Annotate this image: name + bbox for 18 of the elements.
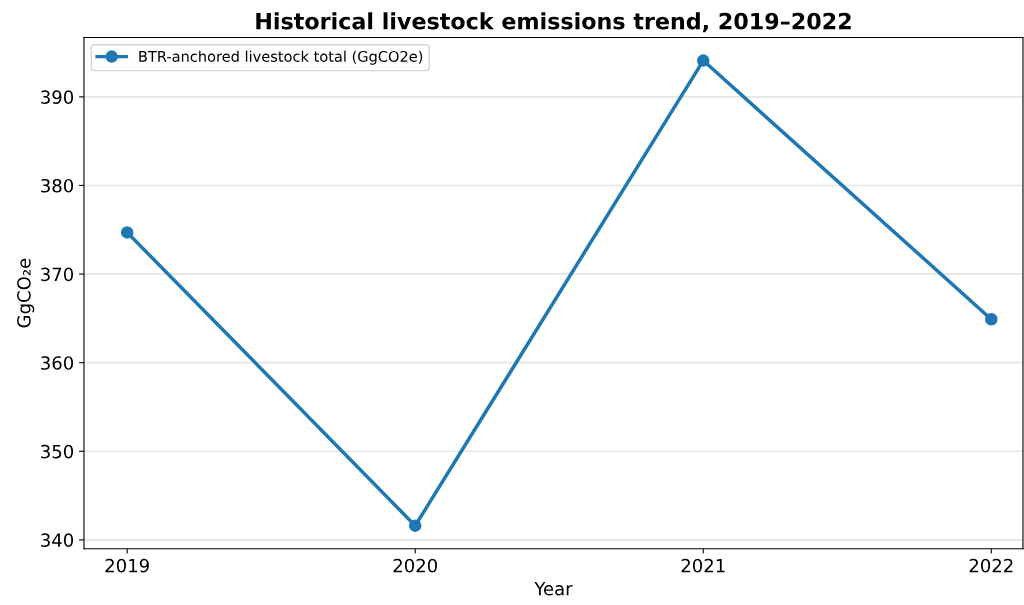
point (120, 226, 134, 239)
y-tick-label: 380 (41, 178, 74, 193)
legend-label: BTR-anchored livestock total (GgCO2e) (139, 50, 423, 65)
y-tick-label: 390 (41, 90, 74, 104)
x-tick-label: 2021 (681, 558, 725, 573)
y-tick-label: 350 (41, 444, 74, 459)
y-axis-title: GgCO₂e (17, 258, 35, 328)
y-tick-label: 370 (41, 267, 74, 282)
x-tick-label: 2022 (969, 558, 1013, 573)
point (408, 519, 422, 532)
point (985, 313, 998, 326)
y-tick-label: 360 (41, 356, 74, 370)
chart-title: Historical livestock emissions trend, 2019–2022 (256, 12, 851, 33)
y-tick-label: 340 (41, 533, 74, 547)
x-axis-title: Year (534, 582, 573, 596)
x-tick-label: 2019 (105, 558, 149, 573)
x-tick-label: 2020 (393, 558, 437, 573)
point (697, 54, 710, 67)
